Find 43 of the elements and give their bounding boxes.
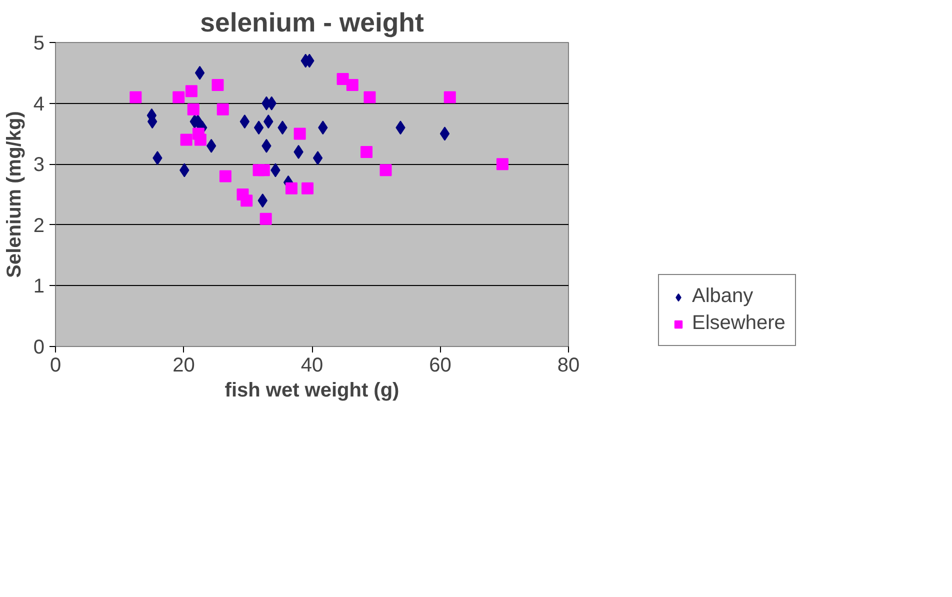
point (212, 79, 224, 92)
point (194, 134, 206, 146)
y-tick-label: 3 (33, 154, 44, 176)
legend-label: Elsewhere (692, 312, 786, 335)
point (187, 103, 200, 116)
point (312, 151, 323, 166)
point (364, 91, 376, 104)
point (258, 164, 270, 176)
point (360, 146, 373, 158)
point (302, 182, 314, 194)
point (336, 72, 349, 85)
point (346, 79, 358, 92)
y-tick-label: 0 (33, 336, 44, 358)
y-tick-label: 1 (33, 276, 44, 298)
y-tick-label: 2 (33, 214, 44, 237)
point (380, 164, 392, 176)
x-tick-label: 60 (429, 354, 452, 376)
y-axis-title: Selenium (mg/kg) (3, 111, 26, 278)
point (285, 182, 298, 194)
point (194, 66, 205, 80)
point (294, 128, 306, 140)
x-tick-label: 40 (300, 354, 324, 376)
point (130, 91, 142, 104)
x-tick-label: 0 (50, 354, 62, 376)
x-tick-label: 80 (557, 354, 580, 376)
point (172, 91, 185, 104)
y-tick-label: 4 (33, 93, 44, 116)
legend-label: Albany (692, 285, 754, 308)
point (496, 158, 508, 170)
point (260, 212, 272, 225)
point (440, 126, 450, 141)
point (240, 194, 253, 207)
point (254, 120, 264, 135)
point (216, 103, 229, 116)
point (185, 85, 198, 98)
point (444, 91, 456, 104)
x-tick-label: 20 (172, 354, 195, 376)
point (180, 134, 192, 146)
point (219, 170, 232, 182)
x-axis-title: fish wet weight (g) (224, 380, 400, 402)
y-tick-label: 5 (33, 32, 44, 54)
point (206, 138, 216, 153)
chart-title: selenium - weight (200, 8, 424, 38)
